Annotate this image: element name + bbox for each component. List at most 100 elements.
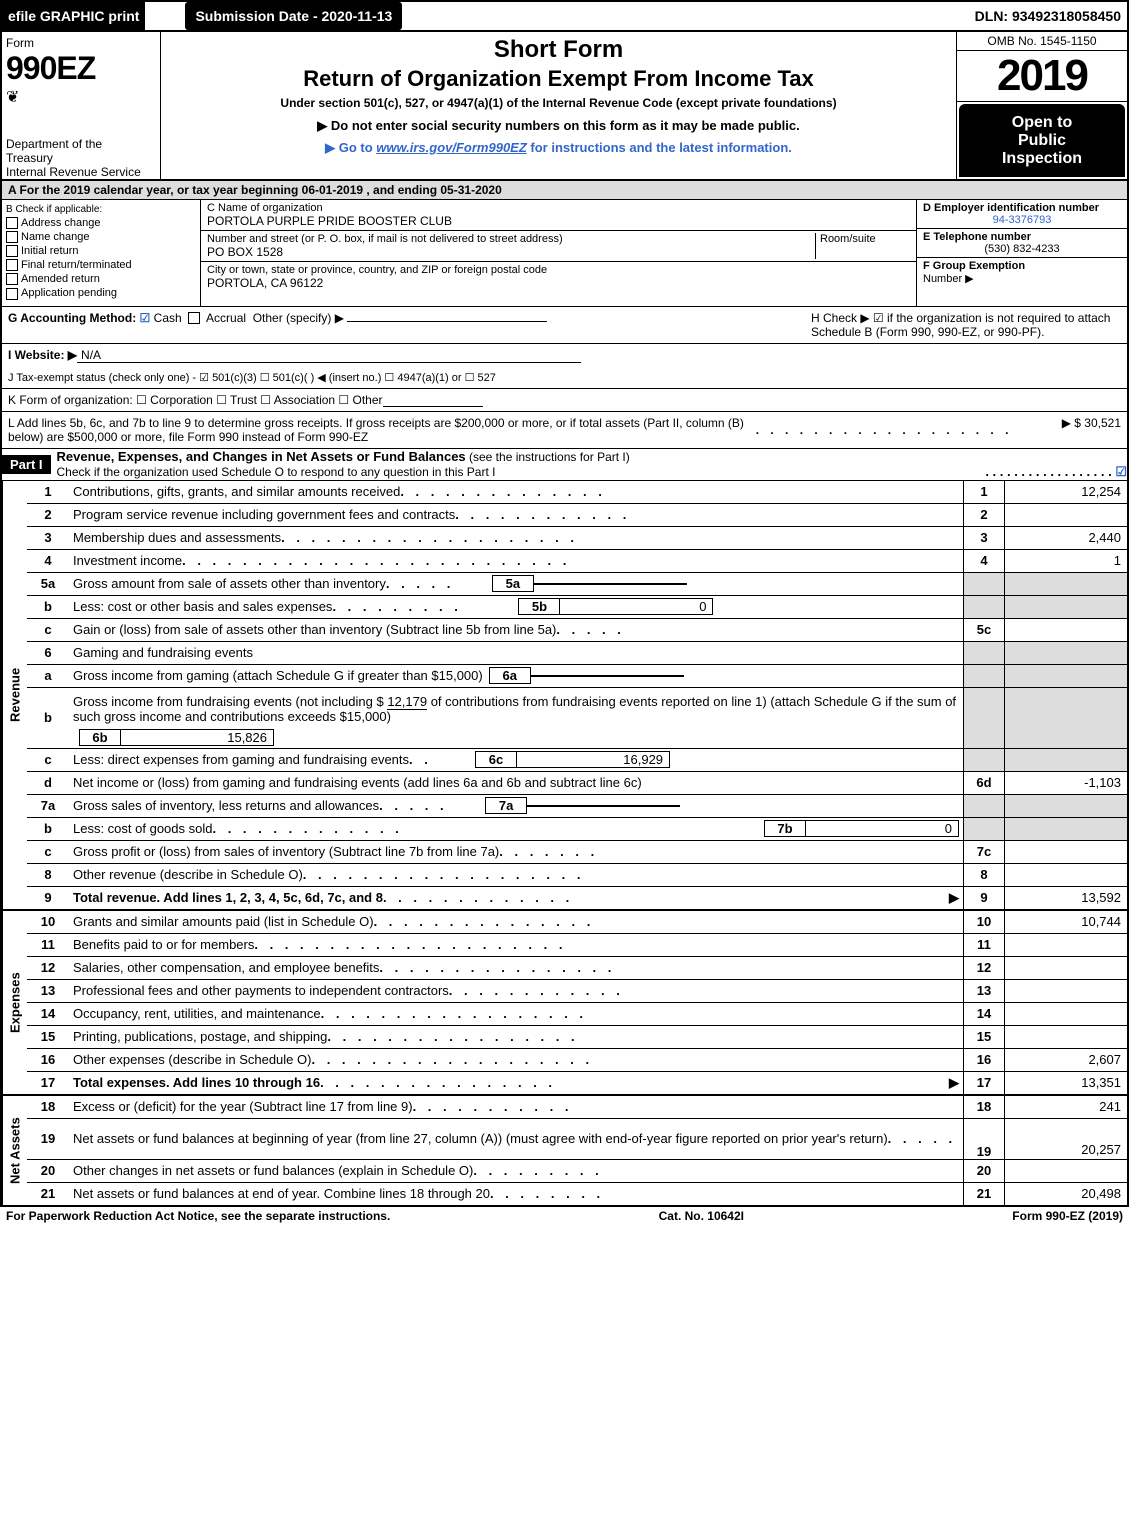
part1-table: Revenue 1 Contributions, gifts, grants, …: [0, 481, 1129, 1207]
val-17: 13,351: [1004, 1072, 1127, 1094]
lnum-20: 20: [27, 1160, 69, 1182]
boxval-5b: 0: [560, 598, 713, 615]
desc-19: Net assets or fund balances at beginning…: [73, 1131, 888, 1146]
city-label: City or town, state or province, country…: [207, 264, 547, 276]
box-5a: 5a: [492, 575, 534, 592]
part1-title: Revenue, Expenses, and Changes in Net As…: [51, 449, 1127, 480]
colnum-14: 14: [963, 1003, 1004, 1025]
form-version: Form 990-EZ (2019): [1012, 1209, 1123, 1223]
arrow-17-icon: ▶: [949, 1075, 959, 1091]
section-b: B Check if applicable: Address change Na…: [2, 200, 201, 306]
lnum-12: 12: [27, 957, 69, 979]
colnum-5c: 5c: [963, 619, 1004, 641]
row-1: 1 Contributions, gifts, grants, and simi…: [27, 481, 1127, 504]
website-label: I Website: ▶: [8, 348, 77, 363]
desc-6: Gaming and fundraising events: [73, 645, 253, 660]
desc-9: Total revenue. Add lines 1, 2, 3, 4, 5c,…: [73, 890, 383, 905]
row-17: 17 Total expenses. Add lines 10 through …: [27, 1072, 1127, 1094]
lnum-7c: c: [27, 841, 69, 863]
colnum-1: 1: [963, 481, 1004, 503]
other-input[interactable]: [347, 321, 547, 322]
row-15: 15 Printing, publications, postage, and …: [27, 1026, 1127, 1049]
row-7a: 7a Gross sales of inventory, less return…: [27, 795, 1127, 818]
val-16: 2,607: [1004, 1049, 1127, 1071]
val-1: 12,254: [1004, 481, 1127, 503]
checkbox-name-change[interactable]: Name change: [6, 231, 196, 243]
colnum-4: 4: [963, 550, 1004, 572]
expenses-sidebar: Expenses: [2, 911, 27, 1094]
line-a: A For the 2019 calendar year, or tax yea…: [0, 181, 1129, 200]
val-6b: [1004, 688, 1127, 748]
val-3: 2,440: [1004, 527, 1127, 549]
row-6b: b Gross income from fundraising events (…: [27, 688, 1127, 749]
ein-label: D Employer identification number: [923, 202, 1121, 214]
colnum-19: 19: [963, 1119, 1004, 1159]
row-14: 14 Occupancy, rent, utilities, and maint…: [27, 1003, 1127, 1026]
row-16: 16 Other expenses (describe in Schedule …: [27, 1049, 1127, 1072]
desc-10: Grants and similar amounts paid (list in…: [73, 914, 374, 929]
line-k-other-input[interactable]: [383, 393, 483, 407]
desc-1: Contributions, gifts, grants, and simila…: [73, 484, 400, 499]
colnum-2: 2: [963, 504, 1004, 526]
box-7a: 7a: [485, 797, 527, 814]
lnum-19: 19: [27, 1119, 69, 1159]
lnum-6a: a: [27, 665, 69, 687]
desc-12: Salaries, other compensation, and employ…: [73, 960, 379, 975]
lnum-5a: 5a: [27, 573, 69, 595]
header-right: OMB No. 1545-1150 2019 Open to Public In…: [957, 32, 1127, 179]
val-14: [1004, 1003, 1127, 1025]
irs-link[interactable]: www.irs.gov/Form990EZ: [376, 140, 527, 155]
lnum-13: 13: [27, 980, 69, 1002]
accrual-checkbox[interactable]: [188, 312, 200, 324]
lnum-6b: b: [27, 688, 69, 748]
lnum-10: 10: [27, 911, 69, 933]
ein-value: 94-3376793: [923, 214, 1121, 226]
dept-line1: Department of the: [6, 137, 156, 151]
netassets-sidebar: Net Assets: [2, 1096, 27, 1205]
lnum-1: 1: [27, 481, 69, 503]
lnum-16: 16: [27, 1049, 69, 1071]
box-6b: 6b: [79, 729, 121, 746]
row-6c: c Less: direct expenses from gaming and …: [27, 749, 1127, 772]
lnum-15: 15: [27, 1026, 69, 1048]
desc-7a: Gross sales of inventory, less returns a…: [73, 798, 379, 813]
colnum-6: [963, 642, 1004, 664]
desc-7c: Gross profit or (loss) from sales of inv…: [73, 844, 499, 859]
checkbox-amended[interactable]: Amended return: [6, 273, 196, 285]
colnum-7c: 7c: [963, 841, 1004, 863]
val-18: 241: [1004, 1096, 1127, 1118]
cash-checkbox-icon[interactable]: ☑: [140, 311, 151, 325]
colnum-16: 16: [963, 1049, 1004, 1071]
line-l-text: L Add lines 5b, 6c, and 7b to line 9 to …: [8, 416, 756, 444]
desc-3: Membership dues and assessments: [73, 530, 281, 545]
val-15: [1004, 1026, 1127, 1048]
box-5b: 5b: [518, 598, 560, 615]
colnum-17: 17: [963, 1072, 1004, 1094]
val-10: 10,744: [1004, 911, 1127, 933]
efile-label[interactable]: efile GRAPHIC print: [2, 2, 145, 30]
colnum-6c: [963, 749, 1004, 771]
page-footer: For Paperwork Reduction Act Notice, see …: [0, 1207, 1129, 1225]
6b-underline-val: 12,179: [387, 694, 427, 710]
lnum-9: 9: [27, 887, 69, 909]
title-return: Return of Organization Exempt From Incom…: [169, 66, 948, 92]
subtitle: Under section 501(c), 527, or 4947(a)(1)…: [169, 96, 948, 110]
org-address: PO BOX 1528: [207, 245, 815, 259]
checkbox-initial-return[interactable]: Initial return: [6, 245, 196, 257]
checkbox-pending[interactable]: Application pending: [6, 287, 196, 299]
lnum-5c: c: [27, 619, 69, 641]
row-7b: b Less: cost of goods sold . . . . . . .…: [27, 818, 1127, 841]
checkbox-address-change[interactable]: Address change: [6, 217, 196, 229]
desc-7b: Less: cost of goods sold: [73, 821, 212, 836]
row-12: 12 Salaries, other compensation, and emp…: [27, 957, 1127, 980]
box-6a: 6a: [489, 667, 531, 684]
part1-checkbox-icon[interactable]: ☑: [1115, 464, 1127, 479]
checkbox-final-return[interactable]: Final return/terminated: [6, 259, 196, 271]
colnum-6a: [963, 665, 1004, 687]
desc-18: Excess or (deficit) for the year (Subtra…: [73, 1099, 413, 1114]
val-20: [1004, 1160, 1127, 1182]
colnum-20: 20: [963, 1160, 1004, 1182]
val-4: 1: [1004, 550, 1127, 572]
form-word: Form: [6, 36, 156, 50]
row-6: 6 Gaming and fundraising events: [27, 642, 1127, 665]
